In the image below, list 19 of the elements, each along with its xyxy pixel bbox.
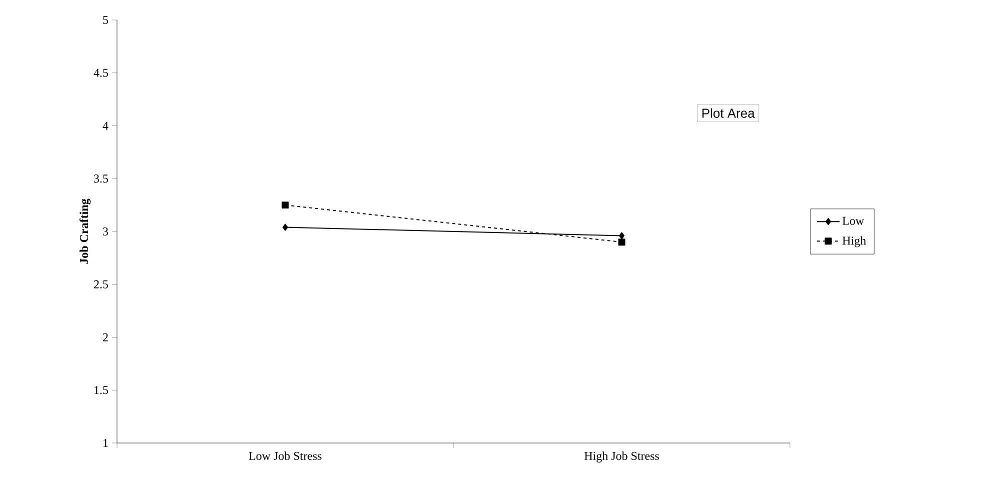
y-tick-label: 3.5 xyxy=(94,174,108,183)
x-tick-label: High Job Stress xyxy=(584,452,659,462)
legend-label: High xyxy=(842,236,866,248)
y-tick-label: 2.5 xyxy=(94,280,108,288)
y-tick-label: 5 xyxy=(103,16,108,24)
point xyxy=(282,224,288,231)
y-tick-label: 4.5 xyxy=(94,68,108,77)
legend-label: Low xyxy=(842,216,864,225)
y-tick-label: 2 xyxy=(103,333,108,342)
y-tick-label: 1.5 xyxy=(94,386,108,394)
point xyxy=(618,238,626,246)
y-axis-title: Job Crafting xyxy=(80,198,91,264)
point xyxy=(282,202,289,209)
y-tick-label: 1 xyxy=(104,439,108,447)
y-tick-label: 3 xyxy=(103,227,108,236)
point xyxy=(619,232,625,240)
y-tick-label: 4 xyxy=(102,122,108,130)
annotation: Plot Area xyxy=(702,108,755,118)
x-tick-label: Low Job Stress xyxy=(248,452,322,460)
